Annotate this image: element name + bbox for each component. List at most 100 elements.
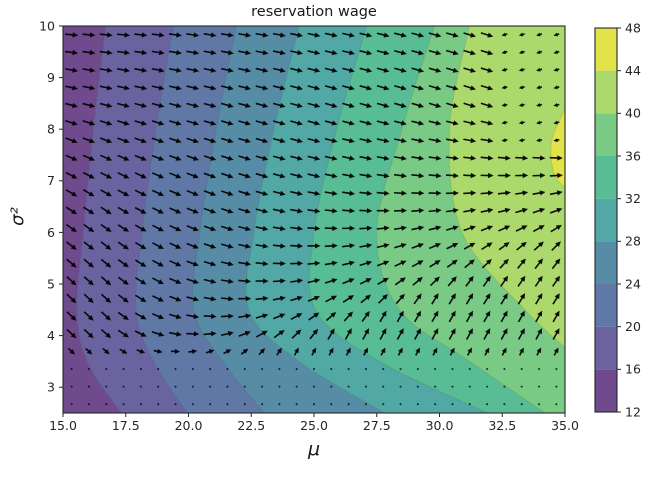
quiver-dot: [278, 385, 281, 388]
quiver-arrowhead: [452, 243, 459, 248]
quiver-arrowhead: [501, 120, 506, 125]
quiver-arrowhead: [123, 226, 130, 232]
quiver-dot: [330, 385, 333, 388]
quiver-arrowhead: [435, 172, 442, 179]
quiver-arrowhead: [537, 275, 543, 282]
quiver-arrowhead: [106, 49, 113, 56]
quiver-dot: [105, 403, 108, 406]
quiver-arrowhead: [210, 67, 217, 73]
quiver-arrowhead: [70, 279, 77, 286]
quiver-arrowhead: [331, 278, 338, 284]
quiver-arrowhead: [401, 173, 408, 179]
quiver-dot: [191, 403, 194, 406]
quiver-arrowhead: [123, 102, 130, 108]
quiver-arrowhead: [348, 50, 355, 56]
quiver-arrowhead: [175, 208, 182, 214]
quiver-arrowhead: [557, 155, 563, 161]
quiver-arrowhead: [297, 50, 304, 56]
quiver-arrowhead: [296, 102, 303, 108]
quiver-arrowhead: [381, 328, 387, 335]
quiver-arrowhead: [227, 85, 234, 91]
quiver-arrowhead: [262, 173, 269, 179]
colorbar-band: [595, 156, 617, 199]
quiver-arrowhead: [349, 190, 356, 196]
quiver-arrowhead: [192, 191, 199, 196]
quiver-dot: [243, 385, 246, 388]
quiver-dot: [139, 385, 142, 388]
quiver-arrowhead: [157, 279, 164, 285]
quiver-arrowhead: [192, 138, 200, 144]
quiver-arrowhead: [416, 310, 422, 317]
quiver-arrowhead: [193, 67, 200, 73]
quiver-arrowhead: [366, 243, 373, 249]
quiver-arrowhead: [71, 191, 78, 197]
quiver-dot: [70, 367, 73, 371]
contour-band-28-32: [245, 26, 488, 413]
quiver-arrowhead: [539, 155, 546, 161]
quiver-arrowhead: [555, 224, 562, 231]
x-tick-label: 25.0: [300, 418, 328, 433]
quiver-arrowhead: [175, 296, 182, 302]
y-tick-label: 5: [47, 276, 55, 291]
quiver-arrowhead: [297, 190, 304, 196]
quiver-arrowhead: [501, 85, 506, 90]
quiver-arrowhead: [450, 328, 456, 335]
quiver-arrowhead: [332, 243, 338, 249]
quiver-arrowhead: [557, 172, 563, 179]
quiver-arrowhead: [123, 191, 130, 197]
quiver-arrowhead: [158, 85, 165, 91]
quiver-arrowhead: [398, 328, 404, 335]
quiver-arrowhead: [105, 297, 112, 304]
quiver-arrowhead: [469, 50, 477, 56]
quiver-dot: [399, 403, 402, 406]
quiver-arrowhead: [399, 277, 406, 283]
y-tick-label: 8: [47, 122, 55, 137]
quiver-dot: [347, 403, 350, 406]
quiver-arrowhead: [88, 173, 95, 179]
quiver-arrowhead: [279, 190, 286, 196]
quiver-dot: [278, 403, 281, 406]
quiver-arrowhead: [176, 331, 182, 337]
quiver-arrowhead: [210, 331, 217, 337]
quiver-arrowhead: [453, 190, 459, 196]
quiver-arrowhead: [366, 50, 373, 56]
contour-band-36-40: [376, 26, 565, 413]
quiver-dot: [261, 367, 264, 371]
quiver-dot: [105, 385, 108, 388]
quiver-arrowhead: [140, 208, 147, 214]
quiver-arrowhead: [296, 85, 303, 91]
quiver-arrowhead: [122, 297, 129, 303]
quiver-arrowhead: [331, 50, 338, 56]
quiver-arrowhead: [227, 120, 234, 126]
quiver-arrowhead: [245, 261, 252, 267]
quiver-arrowhead: [157, 244, 164, 249]
quiver-arrowhead: [262, 32, 269, 38]
quiver-arrowhead: [537, 328, 543, 335]
quiver-arrowhead: [297, 67, 304, 73]
quiver-arrowhead: [157, 261, 164, 267]
quiver-dot: [261, 385, 264, 388]
quiver-arrowhead: [452, 225, 459, 231]
quiver-arrowhead: [553, 347, 559, 354]
quiver-dot: [434, 403, 437, 406]
quiver-arrowhead: [227, 173, 234, 179]
quiver-arrowhead: [518, 32, 524, 37]
quiver-arrowhead: [346, 347, 351, 354]
quiver-arrowhead: [314, 260, 321, 267]
quiver-dot: [451, 385, 454, 388]
colorbar-band: [595, 70, 617, 114]
colorbar-band: [595, 326, 617, 370]
quiver-arrowhead: [71, 138, 78, 144]
quiver-arrowhead: [227, 102, 234, 108]
quiver-arrowhead: [105, 262, 112, 268]
quiver-arrowhead: [262, 85, 269, 91]
quiver-dot: [555, 385, 558, 388]
quiver-arrowhead: [245, 32, 252, 38]
quiver-arrowhead: [348, 295, 355, 301]
quiver-arrowhead: [140, 191, 147, 197]
quiver-arrowhead: [537, 293, 543, 300]
quiver-arrowhead: [501, 102, 506, 107]
quiver-arrowhead: [518, 67, 524, 72]
quiver-arrowhead: [487, 120, 494, 126]
quiver-arrowhead: [245, 67, 252, 73]
